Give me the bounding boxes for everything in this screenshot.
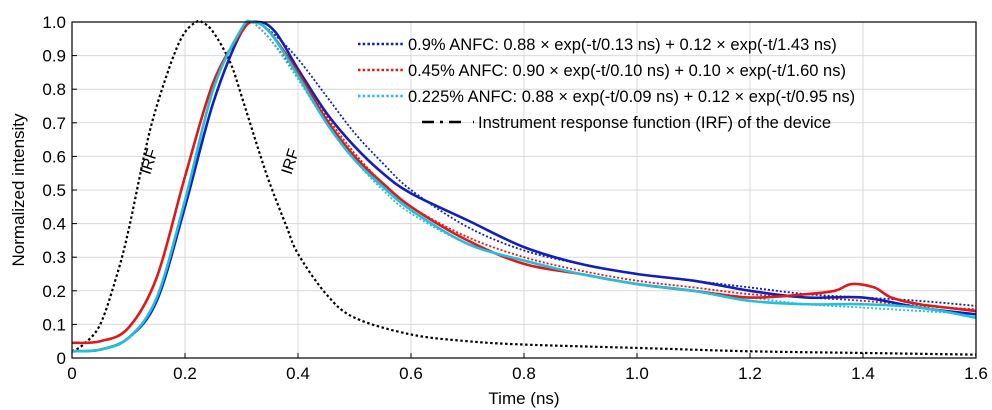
- x-tick-label: 1.6: [964, 364, 988, 383]
- x-tick-label: 0: [67, 364, 76, 383]
- x-tick-label: 0.4: [286, 364, 310, 383]
- series-line-measured-2: [71, 20, 977, 345]
- y-tick-label: 0.4: [42, 215, 66, 234]
- y-tick-label: 0.7: [42, 114, 66, 133]
- x-tick-label: 0.2: [173, 364, 197, 383]
- annotations: IRF IRF: [138, 147, 303, 177]
- y-tick-label: 0.3: [42, 248, 66, 267]
- legend-entry: 0.9% ANFC: 0.88 × exp(-t/0.13 ns) + 0.12…: [408, 36, 837, 54]
- legend-entry: 0.45% ANFC: 0.90 × exp(-t/0.10 ns) + 0.1…: [408, 62, 846, 80]
- series-line-fit-1: [257, 21, 977, 307]
- series-line-measured-4: [71, 19, 977, 353]
- series-group: [71, 19, 977, 356]
- y-tick-label: 0.1: [42, 315, 66, 334]
- y-tick-label: 0.5: [42, 181, 66, 200]
- y-tick-label: 1.0: [42, 13, 66, 32]
- series-line-irf: [71, 19, 977, 356]
- legend-entry: 0.225% ANFC: 0.88 × exp(-t/0.09 ns) + 0.…: [408, 88, 855, 106]
- legend: 0.9% ANFC: 0.88 × exp(-t/0.13 ns) + 0.12…: [358, 36, 855, 132]
- series-line-measured-0: [71, 20, 977, 353]
- x-tick-label: 1.4: [851, 364, 875, 383]
- x-axis-title: Time (ns): [488, 389, 559, 408]
- ticks: 0 0.2 0.4 0.6 0.8 1.0 1.2 1.4 1.6 0 0.1 0.2 0.3 0.4 0.…: [42, 13, 987, 383]
- y-axis-title: Normalized intensity: [9, 113, 28, 267]
- x-tick-label: 1.2: [738, 364, 762, 383]
- y-tick-label: 0.8: [42, 80, 66, 99]
- x-tick-label: 0.8: [512, 364, 536, 383]
- x-tick-label: 1.0: [625, 364, 649, 383]
- legend-entry: Instrument response function (IRF) of th…: [478, 114, 831, 132]
- y-tick-label: 0.9: [42, 47, 66, 66]
- y-tick-label: 0.2: [42, 282, 66, 301]
- y-tick-label: 0.6: [42, 147, 66, 166]
- irf-annotation: IRF: [279, 147, 303, 177]
- irf-annotation: IRF: [138, 147, 162, 177]
- y-tick-label: 0: [57, 349, 66, 368]
- x-tick-label: 0.6: [399, 364, 423, 383]
